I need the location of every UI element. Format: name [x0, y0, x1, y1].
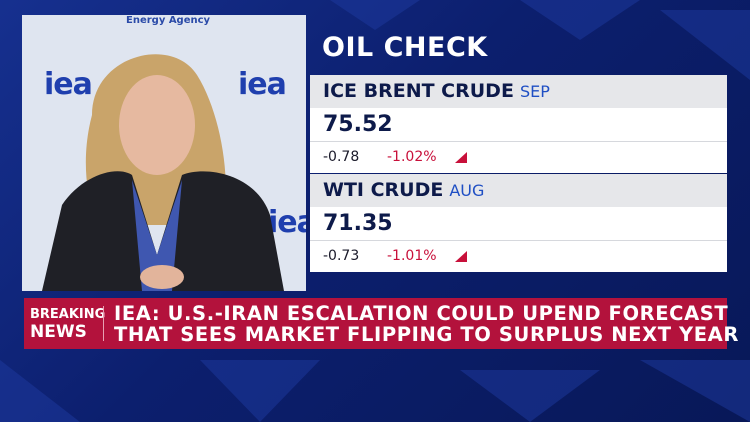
instrument: ICE BRENT CRUDE — [323, 80, 514, 102]
backdrop-logo: iea — [44, 67, 93, 102]
quote-price-row: 71.35 — [310, 207, 727, 240]
quote-change-row: -0.78 -1.02% — [310, 141, 727, 173]
net-change: -0.78 — [323, 149, 360, 165]
backdrop-logo: iea — [238, 67, 287, 102]
change-indicator — [455, 152, 467, 163]
quote-header: WTI CRUDE AUG — [310, 174, 727, 207]
price: 75.52 — [323, 112, 393, 137]
instrument-name: WTI CRUDE AUG — [323, 179, 484, 201]
instrument-name: ICE BRENT CRUDE SEP — [323, 80, 550, 102]
news-banner: BREAKING NEWS IEA: U.S.-IRAN ESCALATION … — [24, 298, 738, 349]
headline-line: THAT SEES MARKET FLIPPING TO SURPLUS NEX… — [114, 323, 739, 346]
quote-header: ICE BRENT CRUDE SEP — [310, 75, 727, 108]
breaking-badge: BREAKING NEWS — [24, 298, 105, 349]
percent-change: -1.02% — [387, 149, 437, 165]
price: 71.35 — [323, 211, 393, 236]
video-inset: Energy Agency iea iea iea — [22, 15, 306, 291]
net-change: -0.73 — [323, 248, 360, 264]
contract-month: SEP — [519, 82, 550, 101]
change-indicator — [455, 251, 467, 262]
quote-price-row: 75.52 — [310, 108, 727, 141]
separator — [103, 306, 104, 341]
instrument: WTI CRUDE — [323, 179, 444, 201]
panel-title: OIL CHECK — [322, 32, 488, 63]
backdrop-text: Energy Agency — [126, 15, 211, 26]
badge-line: BREAKING — [30, 307, 106, 322]
contract-month: AUG — [449, 181, 485, 200]
quote-change-row: -0.73 -1.01% — [310, 240, 727, 272]
headline-line: IEA: U.S.-IRAN ESCALATION COULD UPEND FO… — [114, 302, 729, 325]
percent-change: -1.01% — [387, 248, 437, 264]
badge-line: NEWS — [30, 322, 87, 342]
presenter — [42, 54, 284, 291]
backdrop-logo: iea — [268, 205, 306, 240]
